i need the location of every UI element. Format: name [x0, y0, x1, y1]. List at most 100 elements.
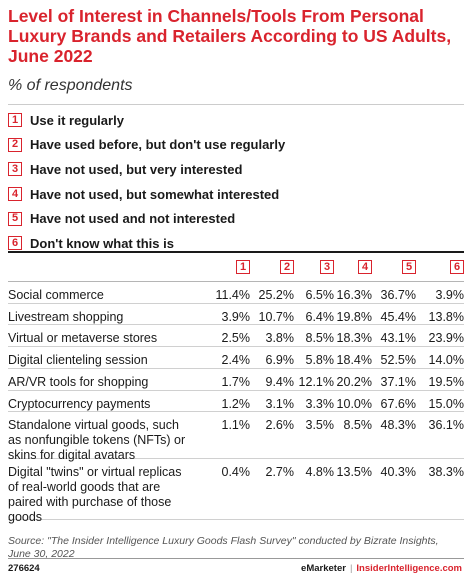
- row-label: Cryptocurrency payments: [8, 397, 151, 411]
- table-cell: 36.1%: [428, 418, 464, 432]
- table-cell: 2.7%: [265, 465, 295, 479]
- legend-item: 6 Don't know what this is: [8, 231, 463, 256]
- column-header: 5: [371, 260, 416, 274]
- table-cell: 1.1%: [221, 418, 251, 432]
- chart-subtitle: % of respondents: [8, 77, 133, 94]
- table-row: Digital "twins" or virtual replicas of r…: [8, 459, 464, 524]
- table-cell: 3.1%: [265, 397, 295, 411]
- table-cell: 11.4%: [215, 288, 250, 302]
- row-label: Social commerce: [8, 288, 104, 302]
- table-cell: 8.5%: [305, 331, 335, 345]
- site-link[interactable]: InsiderIntelligence.com: [356, 563, 462, 574]
- table-cell: 12.1%: [298, 375, 334, 389]
- legend-number-badge: 1: [8, 113, 22, 128]
- table-cell: 3.8%: [265, 331, 295, 345]
- legend-number-badge: 6: [8, 236, 22, 251]
- column-header: 2: [249, 260, 294, 274]
- table-body: Social commerce 11.4% 25.2% 6.5% 16.3% 36.7% 3…: [8, 282, 464, 524]
- column-number-badge: 2: [280, 260, 294, 274]
- table-header-row: 1 2 3 4 5 6: [8, 252, 464, 282]
- table-cell: 1.7%: [221, 375, 251, 389]
- table-cell: 25.2%: [258, 288, 294, 302]
- row-label: Digital "twins" or virtual replicas of r…: [8, 465, 182, 524]
- table-row: Virtual or metaverse stores 2.5% 3.8% 8.5% 1…: [8, 325, 464, 347]
- row-label: AR/VR tools for shopping: [8, 375, 149, 389]
- table-cell: 3.9%: [221, 310, 251, 324]
- table-row: Cryptocurrency payments 1.2% 3.1% 3.3% 10.0%…: [8, 391, 464, 412]
- table-cell: 2.5%: [221, 331, 251, 345]
- table-cell: 8.5%: [343, 418, 373, 432]
- brand-name: eMarketer: [301, 563, 346, 574]
- table-cell: 16.3%: [336, 288, 372, 302]
- row-label: Digital clienteling session: [8, 353, 148, 367]
- divider: [8, 104, 464, 105]
- legend: 1 Use it regularly 2 Have used before, but …: [8, 108, 463, 256]
- legend-label: Use it regularly: [30, 112, 124, 128]
- table-cell: 4.8%: [305, 465, 335, 479]
- column-number-badge: 4: [358, 260, 372, 274]
- legend-label: Have not used, but somewhat interested: [30, 186, 280, 202]
- footer-divider: [8, 558, 464, 559]
- legend-label: Don't know what this is: [30, 235, 174, 251]
- table-cell: 52.5%: [380, 353, 416, 367]
- table-cell: 6.4%: [305, 310, 335, 324]
- column-header: 6: [419, 260, 464, 274]
- column-number-badge: 6: [450, 260, 464, 274]
- column-number-badge: 5: [402, 260, 416, 274]
- table-cell: 2.6%: [265, 418, 295, 432]
- table-cell: 37.1%: [380, 375, 416, 389]
- table-cell: 19.5%: [428, 375, 464, 389]
- table-cell: 9.4%: [265, 375, 295, 389]
- table-cell: 13.8%: [428, 310, 464, 324]
- legend-number-badge: 4: [8, 187, 22, 202]
- table-row: Social commerce 11.4% 25.2% 6.5% 16.3% 36.7% 3…: [8, 282, 464, 304]
- footer-brand: eMarketer | InsiderIntelligence.com: [301, 563, 462, 574]
- table-cell: 10.0%: [336, 397, 372, 411]
- table-cell: 13.5%: [336, 465, 372, 479]
- table-cell: 3.5%: [305, 418, 335, 432]
- table-cell: 6.5%: [305, 288, 335, 302]
- table-cell: 23.9%: [428, 331, 464, 345]
- row-label: Livestream shopping: [8, 310, 124, 324]
- legend-label: Have not used and not interested: [30, 211, 236, 227]
- table-cell: 18.3%: [336, 331, 372, 345]
- chart-title: Level of Interest in Channels/Tools From…: [8, 6, 452, 66]
- legend-label: Have used before, but don't use regularl…: [30, 137, 286, 153]
- table-cell: 18.4%: [336, 353, 372, 367]
- table-row: Digital clienteling session 2.4% 6.9% 5.8% 1…: [8, 347, 464, 369]
- footer-separator: |: [349, 563, 353, 574]
- chart-id: 276624: [8, 563, 40, 574]
- legend-label: Have not used, but very interested: [30, 161, 243, 177]
- table-cell: 1.2%: [221, 397, 251, 411]
- table-cell: 6.9%: [265, 353, 295, 367]
- source-note: Source: "The Insider Intelligence Luxury…: [8, 535, 439, 560]
- row-label: Standalone virtual goods, such as nonfun…: [8, 418, 186, 462]
- table-cell: 36.7%: [380, 288, 416, 302]
- table-cell: 10.7%: [258, 310, 294, 324]
- table-cell: 19.8%: [336, 310, 372, 324]
- legend-item: 4 Have not used, but somewhat interested: [8, 182, 463, 207]
- row-label: Virtual or metaverse stores: [8, 331, 158, 345]
- table-cell: 3.3%: [305, 397, 335, 411]
- legend-item: 5 Have not used and not interested: [8, 206, 463, 231]
- table-cell: 14.0%: [428, 353, 464, 367]
- data-table: 1 2 3 4 5 6 Social commerce 11.4% 25.2% 6.5% 16.3…: [8, 252, 464, 524]
- table-cell: 43.1%: [380, 331, 416, 345]
- table-row: Livestream shopping 3.9% 10.7% 6.4% 19.8% 45.…: [8, 304, 464, 325]
- legend-number-badge: 2: [8, 137, 22, 152]
- table-cell: 0.4%: [221, 465, 251, 479]
- table-cell: 3.9%: [435, 288, 465, 302]
- table-cell: 5.8%: [305, 353, 335, 367]
- column-header: 3: [289, 260, 334, 274]
- table-cell: 67.6%: [380, 397, 416, 411]
- legend-number-badge: 5: [8, 211, 22, 226]
- table-cell: 2.4%: [221, 353, 251, 367]
- column-header: 4: [327, 260, 372, 274]
- table-top-rule: [8, 251, 464, 253]
- column-header: 1: [205, 260, 250, 274]
- table-cell: 48.3%: [380, 418, 416, 432]
- column-number-badge: 3: [320, 260, 334, 274]
- table-row: Standalone virtual goods, such as nonfun…: [8, 412, 464, 462]
- legend-item: 2 Have used before, but don't use regular…: [8, 133, 463, 158]
- table-cell: 15.0%: [428, 397, 464, 411]
